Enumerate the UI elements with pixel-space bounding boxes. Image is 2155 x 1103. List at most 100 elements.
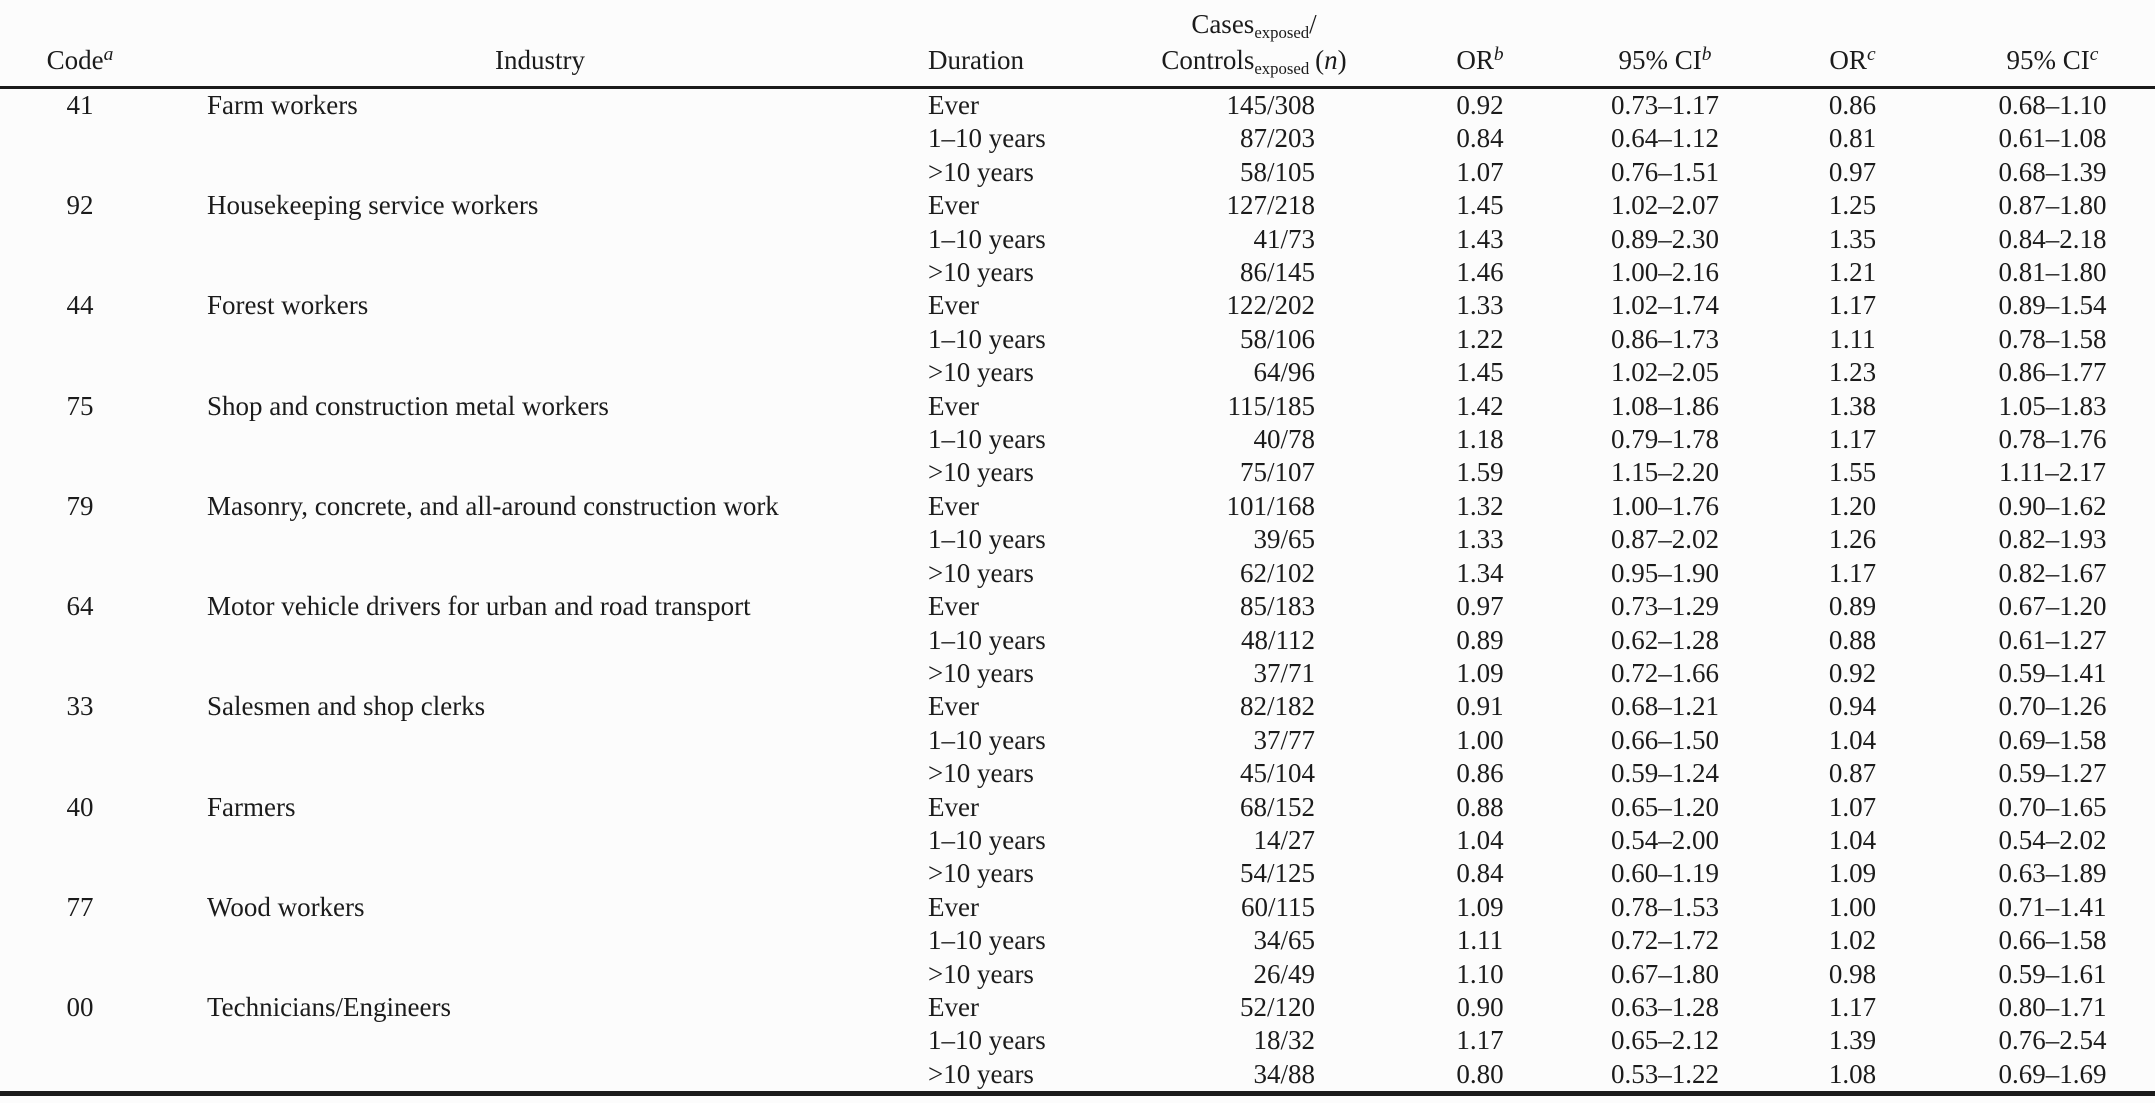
ci-b-cell: 0.72–1.66 [1611, 657, 1719, 688]
table-row: >10 years 58/105 1.07 0.76–1.51 0.97 0.68–1.3… [0, 156, 2155, 189]
or-b-cell: 0.86 [1456, 758, 1504, 789]
code-cell [0, 122, 160, 155]
or-b-cell: 1.07 [1456, 156, 1504, 187]
code-cell [0, 958, 160, 991]
header-duration-label: Duration [928, 45, 1024, 75]
table-row: >10 years 75/107 1.59 1.15–2.20 1.55 1.11–2.1… [0, 456, 2155, 489]
code-cell [0, 356, 160, 389]
ci-b-cell: 0.86–1.73 [1611, 323, 1719, 354]
header-duration: Duration [920, 0, 1148, 89]
or-b-cell: 1.45 [1456, 357, 1504, 388]
or-b-cell: 1.43 [1456, 223, 1504, 254]
duration-cell: >10 years [928, 257, 1034, 288]
or-c-cell: 1.21 [1828, 257, 1877, 288]
code-cell: 00 [66, 991, 94, 1022]
ci-b-cell: 0.78–1.53 [1611, 891, 1719, 922]
or-c-cell: 1.17 [1828, 424, 1877, 455]
cases-controls-cell: 62/102 [1239, 557, 1315, 588]
industry-cell [160, 523, 920, 556]
code-cell [0, 523, 160, 556]
industry-cell [160, 857, 920, 890]
ci-b-cell: 0.59–1.24 [1611, 758, 1719, 789]
or-c-cell: 0.92 [1828, 657, 1877, 688]
industry-cell [160, 657, 920, 690]
table-row: 33 Salesmen and shop clerks Ever 82/182 0.91… [0, 690, 2155, 723]
ci-c-cell: 0.59–1.27 [1998, 758, 2107, 789]
code-cell: 33 [66, 691, 94, 722]
code-cell: 79 [66, 490, 94, 521]
duration-cell: 1–10 years [928, 524, 1046, 555]
or-c-cell: 1.38 [1828, 390, 1877, 421]
cases-controls-cell: 115/185 [1227, 390, 1316, 421]
n-close-paren: ) [1337, 45, 1347, 75]
duration-cell: >10 years [928, 557, 1034, 588]
industry-cell [160, 356, 920, 389]
or-b-cell: 1.46 [1456, 257, 1504, 288]
ci-b-cell: 0.53–1.22 [1611, 1058, 1719, 1089]
or-b-cell: 1.00 [1456, 724, 1504, 755]
duration-cell: 1–10 years [928, 123, 1046, 154]
or-c-cell: 0.94 [1828, 691, 1877, 722]
cases-controls-cell: 48/112 [1241, 624, 1315, 655]
or-b-cell: 1.17 [1456, 1025, 1504, 1056]
table-header: Codea Industry Duration Casesexposed/ Co… [0, 0, 2155, 89]
duration-cell: >10 years [928, 758, 1034, 789]
header-or-c: ORc [1730, 0, 1975, 89]
ci-b-cell: 0.62–1.28 [1611, 624, 1719, 655]
header-cases-controls: Casesexposed/ Controlsexposed (n) [1148, 0, 1360, 89]
ci-c-cell: 0.71–1.41 [1998, 891, 2107, 922]
industry-cell [160, 1058, 920, 1094]
n-symbol: n [1324, 45, 1338, 75]
or-c-cell: 1.26 [1828, 524, 1877, 555]
industry-cell [160, 223, 920, 256]
controls-word: Controls [1161, 45, 1255, 75]
header-row: Codea Industry Duration Casesexposed/ Co… [0, 0, 2155, 89]
code-cell [0, 757, 160, 790]
ci-b-cell: 1.00–2.16 [1611, 257, 1719, 288]
or-c-cell: 0.97 [1828, 156, 1877, 187]
cases-controls-cell: 40/78 [1253, 424, 1315, 455]
industry-cell [160, 724, 920, 757]
cases-controls-cell: 39/65 [1253, 524, 1315, 555]
table-row: 1–10 years 37/77 1.00 0.66–1.50 1.04 0.69–1.5… [0, 724, 2155, 757]
industry-cell [160, 958, 920, 991]
cases-controls-cell: 75/107 [1239, 457, 1315, 488]
duration-cell: 1–10 years [928, 624, 1046, 655]
table-row: 75 Shop and construction metal workers Eve… [0, 390, 2155, 423]
code-cell [0, 624, 160, 657]
or-c-cell: 1.07 [1828, 791, 1877, 822]
duration-cell: Ever [928, 390, 979, 421]
cases-controls-cell: 58/105 [1239, 156, 1315, 187]
duration-cell: Ever [928, 591, 979, 622]
duration-cell: 1–10 years [928, 724, 1046, 755]
duration-cell: >10 years [928, 958, 1034, 989]
table-row: 64 Motor vehicle drivers for urban and ro… [0, 590, 2155, 623]
table-row: >10 years 62/102 1.34 0.95–1.90 1.17 0.82–1.6… [0, 557, 2155, 590]
code-cell [0, 1058, 160, 1094]
industry-cell [160, 156, 920, 189]
or-c-label: OR [1829, 45, 1867, 75]
header-industry-label: Industry [495, 45, 585, 75]
code-cell [0, 557, 160, 590]
industry-cell [160, 423, 920, 456]
ci-c-cell: 1.11–2.17 [1999, 457, 2106, 488]
or-c-cell: 1.11 [1829, 323, 1876, 354]
table-row: 44 Forest workers Ever 122/202 1.33 1.02–1.74… [0, 289, 2155, 322]
or-b-cell: 1.04 [1456, 824, 1504, 855]
ci-b-cell: 1.02–2.07 [1611, 190, 1719, 221]
ci-c-cell: 0.66–1.58 [1998, 925, 2107, 956]
ci-c-label: 95% CI [2006, 45, 2090, 75]
cases-controls-cell: 82/182 [1239, 691, 1315, 722]
ci-b-cell: 0.73–1.29 [1611, 591, 1719, 622]
or-b-cell: 0.90 [1456, 991, 1504, 1022]
n-open-paren: ( [1315, 45, 1325, 75]
or-c-cell: 1.00 [1828, 891, 1877, 922]
ci-b-cell: 1.02–1.74 [1611, 290, 1719, 321]
cases-subscript: exposed [1254, 23, 1310, 42]
industry-cell [160, 323, 920, 356]
or-b-cell: 0.89 [1456, 624, 1504, 655]
duration-cell: 1–10 years [928, 1025, 1046, 1056]
duration-cell: >10 years [928, 858, 1034, 889]
ci-b-cell: 0.67–1.80 [1611, 958, 1719, 989]
table-row: >10 years 86/145 1.46 1.00–2.16 1.21 0.81–1.8… [0, 256, 2155, 289]
